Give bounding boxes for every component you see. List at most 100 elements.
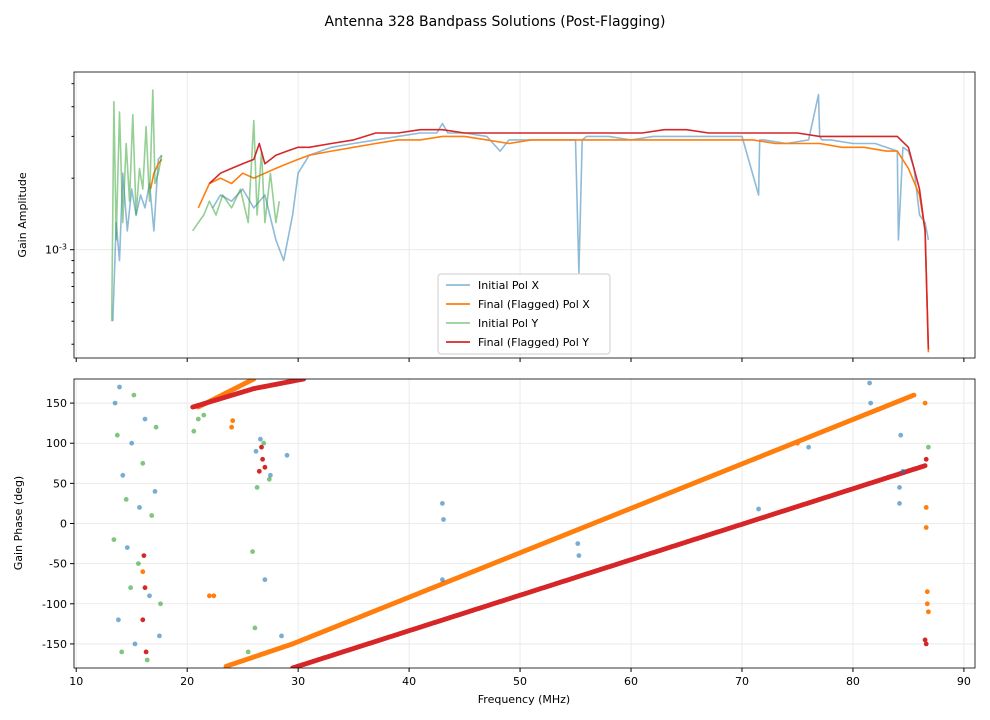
phase-point-initial-y: [252, 625, 258, 631]
phase-point-final-x: [924, 589, 930, 595]
phase-point-final-y: [256, 468, 262, 474]
x-tick-label: 30: [291, 675, 305, 688]
phase-point-initial-x: [268, 472, 273, 478]
phase-point-initial-x: [897, 485, 902, 490]
phase-point-final-x: [795, 440, 800, 446]
phase-point-initial-y: [123, 497, 129, 502]
phase-point-initial-x: [806, 444, 811, 450]
phase-point-final-x: [251, 379, 257, 382]
phase-point-initial-y: [261, 440, 267, 446]
phase-grid: [74, 379, 975, 668]
x-tick-label: 60: [624, 675, 638, 688]
phase-point-initial-x: [258, 436, 263, 442]
phase-point-initial-x: [575, 541, 581, 546]
phase-point-initial-y: [128, 585, 134, 591]
legend: Initial Pol X Final (Flagged) Pol X Init…: [437, 273, 611, 355]
x-tick-label: 40: [402, 675, 416, 688]
amplitude-line-final-x: [197, 135, 930, 353]
phase-point-initial-x: [284, 452, 290, 458]
legend-label-final-y: Final (Flagged) Pol Y: [478, 336, 589, 349]
phase-point-initial-y: [114, 432, 120, 438]
phase-point-initial-x: [756, 506, 761, 512]
phase-panel: 10 20 30 40 50 60 70 80 90 -150 -100 -50 0 50 100 150 G…: [12, 378, 976, 706]
phase-y-label: Gain Phase (deg): [12, 476, 25, 570]
amplitude-axes-frame: [73, 71, 976, 359]
legend-label-initial-x: Initial Pol X: [478, 279, 539, 292]
legend-label-final-x: Final (Flagged) Pol X: [478, 298, 590, 311]
phase-point-initial-x: [868, 400, 874, 406]
phase-ticks: 10 20 30 40 50 60 70 80 90 -150 -100 -50 0 50 100 150: [42, 397, 971, 688]
x-tick-label: 10: [69, 675, 83, 688]
phase-point-final-y: [141, 553, 147, 558]
amplitude-panel: 10-3 Gain Amplitude Initial Pol X Final …: [16, 71, 976, 362]
phase-point-initial-x: [147, 593, 152, 599]
phase-y-tick-label: 50: [53, 477, 67, 490]
phase-point-initial-x: [440, 501, 445, 506]
phase-point-initial-y: [245, 649, 251, 655]
phase-point-final-x: [229, 424, 235, 430]
phase-y-tick-label: 0: [60, 518, 67, 531]
phase-point-final-x: [140, 569, 146, 575]
phase-point-initial-x: [117, 384, 122, 390]
phase-point-initial-y: [158, 601, 163, 607]
phase-point-initial-y: [195, 416, 201, 422]
phase-point-initial-x: [440, 577, 445, 583]
phase-point-initial-y: [926, 444, 931, 450]
phase-y-tick-label: -50: [49, 558, 67, 571]
phase-point-final-x: [926, 609, 931, 615]
phase-point-final-x: [923, 525, 929, 530]
x-tick-label: 80: [846, 675, 860, 688]
amplitude-grid: [74, 72, 975, 358]
phase-series: [111, 379, 931, 668]
phase-point-final-x: [922, 400, 928, 406]
figure-title: Antenna 328 Bandpass Solutions (Post-Fla…: [325, 14, 666, 30]
phase-point-final-y: [259, 444, 264, 450]
phase-point-final-x: [230, 418, 236, 424]
phase-point-initial-x: [900, 468, 906, 474]
phase-point-final-y: [143, 649, 149, 655]
phase-point-final-y: [923, 641, 929, 647]
phase-point-final-y: [142, 585, 148, 591]
phase-point-final-y: [923, 456, 929, 462]
amplitude-line-final-y: [208, 128, 930, 350]
phase-point-final-x: [923, 505, 929, 510]
phase-point-initial-x: [898, 432, 904, 438]
amplitude-y-label: Gain Amplitude: [16, 172, 29, 257]
phase-point-final-y: [260, 456, 265, 462]
amplitude-line-initial-y: [110, 89, 163, 322]
phase-point-initial-y: [149, 513, 155, 518]
phase-point-initial-x: [112, 400, 118, 406]
phase-point-final-x: [911, 392, 917, 398]
phase-point-initial-x: [279, 633, 284, 639]
phase-point-initial-y: [201, 412, 207, 418]
phase-point-initial-x: [142, 416, 148, 422]
phase-y-tick-label: -150: [42, 638, 67, 651]
x-axis-label: Frequency (MHz): [478, 693, 570, 706]
phase-point-final-y: [922, 637, 928, 643]
phase-point-initial-x: [576, 553, 582, 558]
amplitude-line-initial-x: [212, 93, 930, 274]
x-tick-label: 70: [735, 675, 749, 688]
phase-point-initial-y: [250, 549, 256, 554]
phase-point-final-x: [924, 601, 930, 607]
amplitude-series: [110, 89, 930, 353]
phase-y-tick-label: 150: [46, 397, 67, 410]
phase-point-initial-x: [137, 505, 142, 510]
x-tick-label: 50: [513, 675, 527, 688]
phase-point-final-y: [301, 379, 307, 382]
x-tick-label: 20: [180, 675, 194, 688]
phase-point-initial-y: [119, 649, 125, 655]
phase-point-initial-x: [152, 489, 158, 494]
phase-point-initial-x: [441, 517, 446, 522]
phase-point-final-y: [262, 464, 268, 470]
phase-point-initial-y: [191, 428, 197, 434]
phase-point-initial-y: [136, 561, 141, 566]
phase-point-initial-x: [129, 440, 135, 446]
amplitude-line-initial-y: [192, 119, 281, 232]
phase-point-initial-x: [157, 633, 162, 639]
phase-point-initial-x: [262, 577, 268, 583]
phase-point-initial-y: [131, 392, 137, 398]
amplitude-y-tick-label: 10-3: [45, 242, 67, 256]
phase-point-final-y: [140, 617, 146, 623]
